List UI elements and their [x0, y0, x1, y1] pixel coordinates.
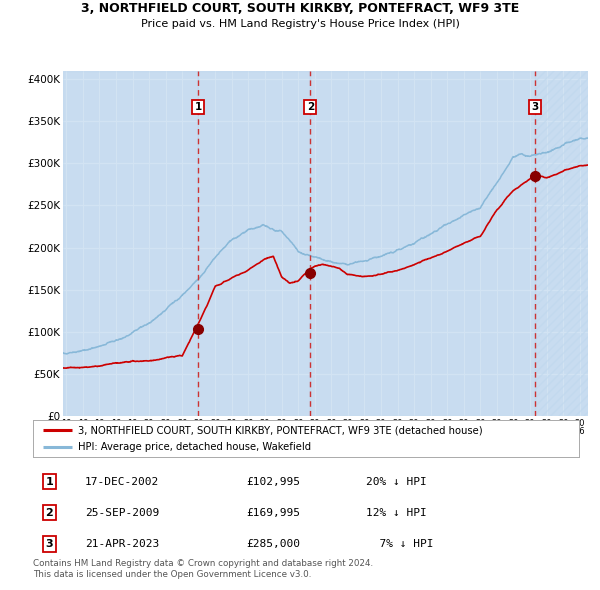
Text: HPI: Average price, detached house, Wakefield: HPI: Average price, detached house, Wake… — [78, 442, 311, 452]
Text: 2: 2 — [307, 102, 314, 112]
Text: £169,995: £169,995 — [246, 507, 300, 517]
Text: 12% ↓ HPI: 12% ↓ HPI — [366, 507, 427, 517]
Text: 21-APR-2023: 21-APR-2023 — [85, 539, 159, 549]
Bar — [63, 71, 198, 416]
Text: 17-DEC-2002: 17-DEC-2002 — [85, 477, 159, 487]
Text: 3: 3 — [46, 539, 53, 549]
Text: Contains HM Land Registry data © Crown copyright and database right 2024.: Contains HM Land Registry data © Crown c… — [33, 559, 373, 568]
Text: 25-SEP-2009: 25-SEP-2009 — [85, 507, 159, 517]
Text: 2: 2 — [46, 507, 53, 517]
Bar — [535, 71, 588, 416]
Text: This data is licensed under the Open Government Licence v3.0.: This data is licensed under the Open Gov… — [33, 570, 311, 579]
Text: Price paid vs. HM Land Registry's House Price Index (HPI): Price paid vs. HM Land Registry's House … — [140, 19, 460, 29]
Text: £285,000: £285,000 — [246, 539, 300, 549]
Bar — [198, 71, 310, 416]
Text: 3, NORTHFIELD COURT, SOUTH KIRKBY, PONTEFRACT, WF9 3TE: 3, NORTHFIELD COURT, SOUTH KIRKBY, PONTE… — [81, 2, 519, 15]
Text: £102,995: £102,995 — [246, 477, 300, 487]
Bar — [310, 71, 535, 416]
Text: 1: 1 — [46, 477, 53, 487]
Text: 1: 1 — [194, 102, 202, 112]
Text: 3, NORTHFIELD COURT, SOUTH KIRKBY, PONTEFRACT, WF9 3TE (detached house): 3, NORTHFIELD COURT, SOUTH KIRKBY, PONTE… — [78, 425, 482, 435]
Text: 20% ↓ HPI: 20% ↓ HPI — [366, 477, 427, 487]
Text: 7% ↓ HPI: 7% ↓ HPI — [366, 539, 434, 549]
Text: 3: 3 — [532, 102, 539, 112]
